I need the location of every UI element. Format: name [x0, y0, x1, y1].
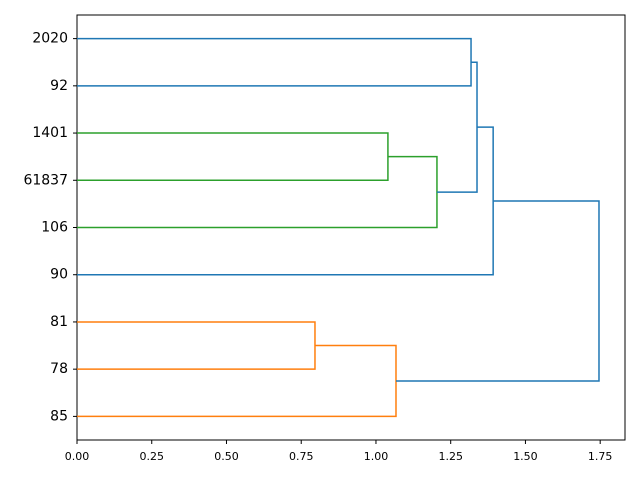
y-tick-label: 90: [50, 267, 68, 283]
dendrogram-link: [77, 37, 472, 87]
y-tick-label: 78: [50, 361, 68, 377]
dendrogram-link: [77, 155, 438, 229]
dendrogram-link: [77, 126, 494, 276]
x-tick-label: 1.50: [513, 450, 538, 463]
x-tick-label: 0.00: [65, 450, 90, 463]
dendrogram-link: [77, 344, 397, 418]
y-tick-label: 2020: [32, 31, 68, 47]
x-tick-label: 1.75: [588, 450, 613, 463]
x-tick-label: 0.50: [214, 450, 239, 463]
y-tick-label: 85: [50, 408, 68, 424]
dendrogram-link: [77, 132, 389, 182]
y-tick-label: 81: [50, 314, 68, 330]
y-tick-label: 106: [41, 220, 68, 236]
y-tick-label: 1401: [32, 125, 68, 141]
y-tick-label: 92: [50, 78, 68, 94]
y-tick-label: 61837: [23, 172, 68, 188]
dendrogram-link: [77, 321, 316, 370]
x-tick-label: 1.00: [364, 450, 389, 463]
dendrogram-link: [436, 61, 478, 193]
x-tick-label: 1.25: [438, 450, 463, 463]
dendrogram-link: [395, 200, 600, 382]
x-tick-label: 0.75: [289, 450, 314, 463]
x-tick-label: 0.25: [139, 450, 164, 463]
